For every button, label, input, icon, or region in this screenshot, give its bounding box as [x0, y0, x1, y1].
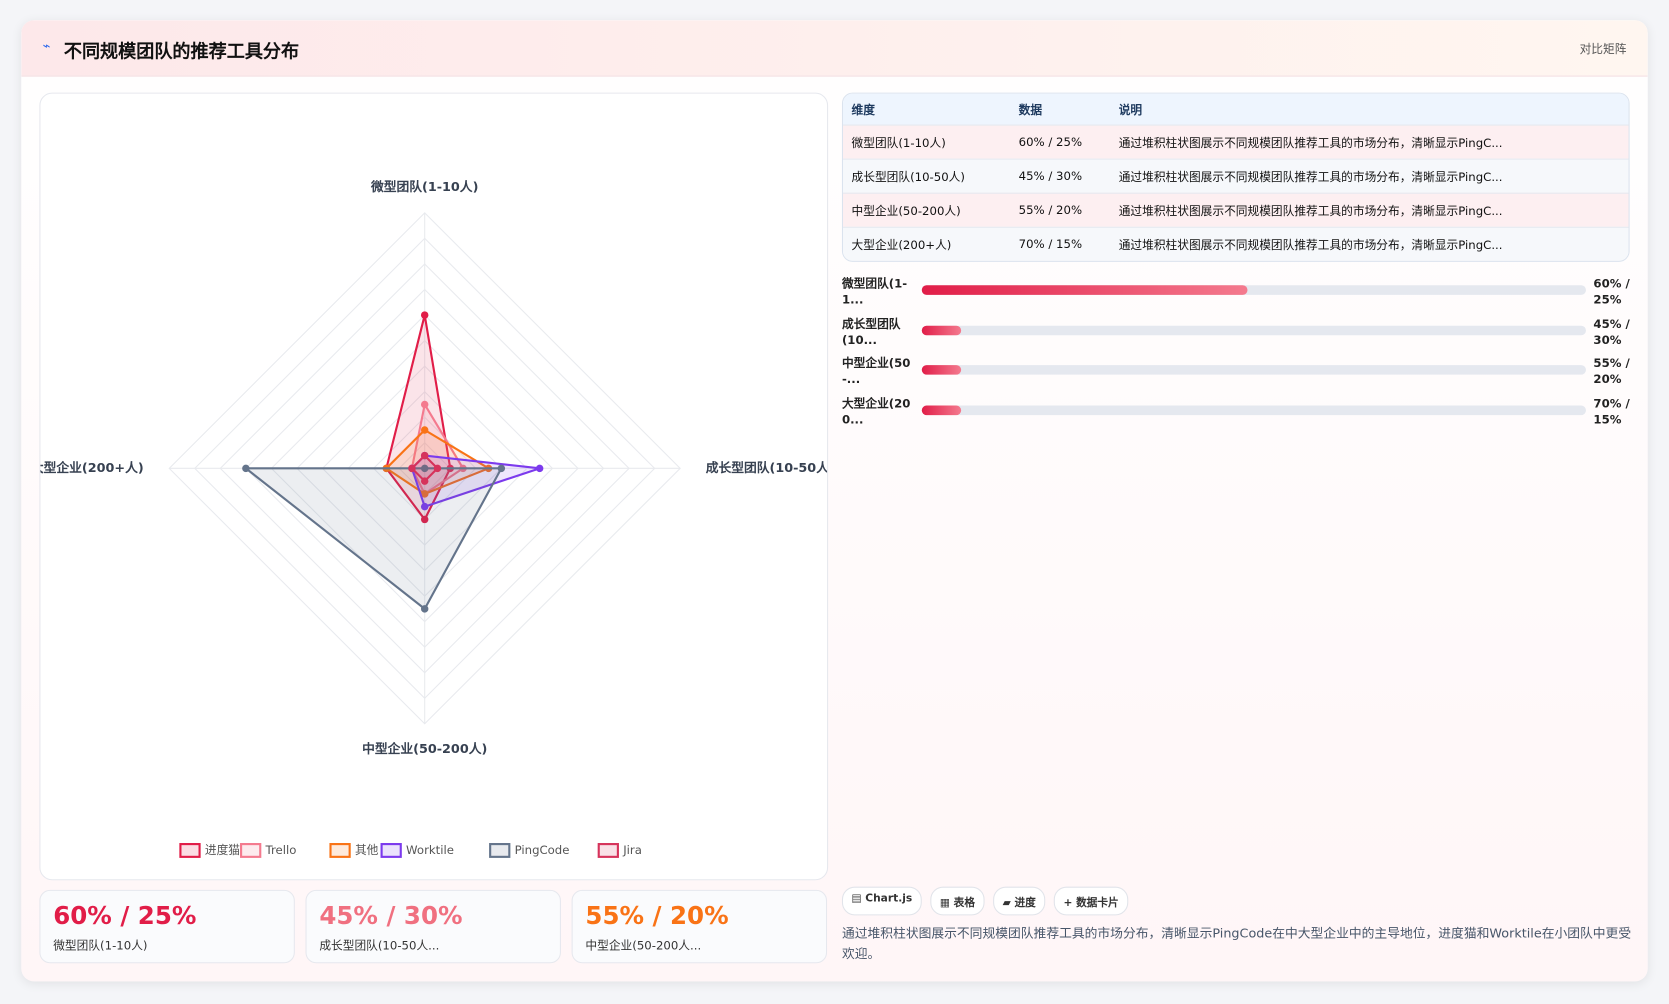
table-header-cell: 维度: [851, 102, 875, 117]
series-point: [420, 515, 429, 524]
table-cell: 通过堆积柱状图展示不同规模团队推荐工具的市场分布，清晰显示PingC...: [1118, 203, 1503, 218]
header-icon: ⌁: [42, 38, 51, 54]
table-row: 微型团队(1-10人) 60% / 25% 通过堆积柱状图展示不同规模团队推荐工具的…: [843, 124, 1629, 159]
progress-value: 55% / 20%: [1593, 356, 1630, 387]
progress-label: 成长型团队(10...: [841, 316, 901, 347]
progress-track: [921, 365, 1586, 375]
table-cell: 45% / 30%: [1018, 169, 1083, 184]
table-cell: 成长型团队(10-50人): [851, 169, 965, 184]
progress-track: [921, 405, 1586, 415]
legend-label: Jira: [622, 843, 642, 857]
series-point: [408, 464, 416, 473]
axis-label: 中型企业(50-200人): [362, 741, 487, 757]
legend-swatch: [380, 843, 402, 858]
progress-track: [921, 285, 1586, 295]
progress-label: 微型团队(1-1...: [841, 276, 908, 307]
kpi-value: 45% / 30%: [319, 902, 463, 931]
badge[interactable]: ▤ Chart.js: [841, 886, 922, 916]
progress-fill: [921, 325, 962, 335]
table-cell: 通过堆积柱状图展示不同规模团队推荐工具的市场分布，清晰显示PingC...: [1118, 135, 1503, 150]
axis-label: 成长型团队(10-50人): [706, 460, 827, 476]
table-header-cell: 说明: [1118, 102, 1143, 117]
table-cell: 通过堆积柱状图展示不同规模团队推荐工具的市场分布，清晰显示PingC...: [1118, 169, 1503, 184]
badges: ▤ Chart.js ▦ 表格 ▰ 进度 + 数据卡片: [841, 886, 1129, 916]
kpi-value: 55% / 20%: [585, 902, 729, 931]
chart-panel: 微型团队(1-10人) 成长型团队(10-50人) 中型企业(50-200人) 大型企…: [31, 92, 835, 881]
dashboard-card: ⌁ 不同规模团队的推荐工具分布 对比矩阵 微型团队(1-10人) 成长型团队(10…: [21, 20, 1648, 982]
legend-label: PingCode: [515, 843, 570, 857]
series-point: [420, 400, 429, 409]
kpi-card: 55% / 20% 中型企业(50-200人...: [571, 889, 828, 964]
legend-swatch: [489, 843, 511, 858]
progress-value: 45% / 30%: [1593, 316, 1630, 347]
series-point: [420, 477, 429, 485]
kpi-label: 微型团队(1-10人): [53, 938, 148, 953]
series-point: [433, 464, 442, 473]
table-cell: 大型企业(200+人): [851, 237, 952, 252]
legend-label: 进度猫: [205, 843, 240, 857]
header-tag[interactable]: 对比矩阵: [1579, 42, 1627, 57]
table-cell: 60% / 25%: [1018, 135, 1083, 150]
series-point: [242, 464, 250, 473]
progress-row: 微型团队(1-1... 60% / 25%: [842, 276, 1630, 312]
progress-row: 中型企业(50-... 55% / 20%: [842, 356, 1630, 392]
series-point: [420, 426, 429, 434]
table-cell: 通过堆积柱状图展示不同规模团队推荐工具的市场分布，清晰显示PingC...: [1118, 237, 1503, 252]
table-row: 大型企业(200+人) 70% / 15% 通过堆积柱状图展示不同规模团队推荐工具的…: [843, 226, 1629, 261]
description: 通过堆积柱状图展示不同规模团队推荐工具的市场分布，清晰显示PingCode在中大…: [841, 926, 1632, 962]
table-cell: 微型团队(1-10人): [851, 135, 946, 150]
table-cell: 55% / 20%: [1018, 203, 1083, 218]
progress-fill: [921, 365, 962, 375]
progress-fill: [921, 405, 962, 415]
radar-chart: 微型团队(1-10人) 成长型团队(10-50人) 中型企业(50-200人) 大型企…: [31, 179, 835, 858]
table-cell: 70% / 15%: [1018, 237, 1083, 252]
header: ⌁ 不同规模团队的推荐工具分布 对比矩阵: [21, 20, 1648, 77]
table-row: 中型企业(50-200人) 55% / 20% 通过堆积柱状图展示不同规模团队推荐工…: [843, 192, 1629, 227]
series-area: [242, 467, 504, 611]
series-point: [420, 490, 429, 498]
axis-label: 微型团队(1-10人): [370, 179, 478, 195]
axis-label: 大型企业(200+人): [40, 460, 143, 476]
series-point: [420, 605, 429, 613]
series-point: [535, 464, 544, 473]
table-header-row: 维度 数据 说明: [843, 93, 1629, 125]
table-row: 成长型团队(10-50人) 45% / 30% 通过堆积柱状图展示不同规模团队推荐工…: [843, 158, 1629, 193]
header-title: 不同规模团队的推荐工具分布: [63, 41, 300, 63]
series-point: [420, 451, 429, 460]
legend-swatch: [240, 843, 262, 858]
data-table: 维度 数据 说明微型团队(1-10人) 60% / 25% 通过堆积柱状图展示不同规模团…: [841, 92, 1630, 262]
badge[interactable]: ▦ 表格: [930, 886, 985, 916]
progress-value: 60% / 25%: [1593, 276, 1630, 307]
progress-label: 中型企业(50-...: [841, 356, 911, 387]
series-point: [420, 464, 429, 473]
series-point: [420, 311, 429, 319]
legend-label: Worktile: [406, 843, 454, 857]
progress-value: 70% / 15%: [1593, 396, 1630, 427]
badge[interactable]: + 数据卡片: [1053, 886, 1129, 916]
kpi-label: 成长型团队(10-50人...: [319, 938, 440, 953]
kpi-card: 60% / 25% 微型团队(1-10人): [39, 889, 295, 964]
progress-label: 大型企业(200...: [841, 396, 911, 427]
kpi-label: 中型企业(50-200人...: [585, 938, 702, 953]
legend-swatch: [597, 843, 619, 858]
progress-row: 大型企业(200... 70% / 15%: [842, 395, 1630, 431]
legend-label: 其他: [355, 843, 379, 857]
legend-swatch: [179, 843, 201, 858]
legend-label: Trello: [265, 843, 297, 857]
badge[interactable]: ▰ 进度: [993, 886, 1046, 916]
progress-row: 成长型团队(10... 45% / 30%: [842, 316, 1630, 352]
kpi-card: 45% / 30% 成长型团队(10-50人...: [305, 889, 561, 964]
progress-track: [921, 325, 1586, 335]
table-header-cell: 数据: [1018, 102, 1043, 117]
series-point: [497, 464, 506, 473]
series-point: [420, 502, 429, 511]
legend-swatch: [329, 843, 351, 858]
table-cell: 中型企业(50-200人): [851, 203, 961, 218]
progress-fill: [921, 285, 1248, 295]
kpi-value: 60% / 25%: [53, 902, 197, 931]
